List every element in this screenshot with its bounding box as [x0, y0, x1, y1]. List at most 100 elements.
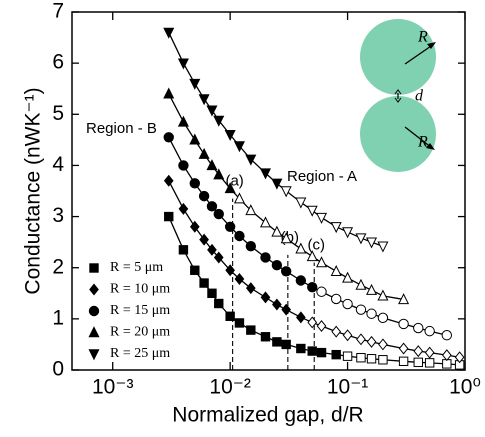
- marker: [234, 230, 245, 242]
- marker: [245, 204, 257, 216]
- marker: [259, 216, 272, 228]
- marker: [164, 211, 174, 222]
- marker: [207, 243, 217, 256]
- marker: [280, 232, 292, 244]
- marker: [330, 293, 342, 305]
- legend-label: R = 15 μm: [110, 303, 170, 318]
- marker: [377, 241, 389, 253]
- series: [163, 27, 389, 253]
- marker: [224, 130, 236, 142]
- marker: [280, 266, 292, 277]
- marker: [295, 197, 307, 209]
- marker: [413, 345, 424, 358]
- marker: [213, 208, 224, 220]
- x-tick-label: 10⁰: [449, 376, 481, 399]
- marker: [233, 192, 245, 204]
- y-tick-label: 1: [52, 306, 64, 329]
- marker: [271, 259, 283, 271]
- marker: [342, 329, 353, 342]
- y-tick-label: 6: [52, 51, 64, 74]
- series: [163, 87, 410, 305]
- fit-line: [168, 32, 384, 247]
- marker: [366, 283, 378, 295]
- marker: [234, 272, 245, 285]
- marker: [316, 320, 327, 333]
- marker: [355, 233, 367, 245]
- plot-frame: [71, 11, 466, 371]
- marker: [224, 182, 236, 194]
- marker: [441, 349, 452, 362]
- marker: [281, 303, 292, 316]
- marker: [178, 202, 189, 215]
- x-tick-label: 10⁻¹: [327, 376, 368, 399]
- marker: [342, 271, 354, 283]
- marker: [190, 265, 200, 275]
- marker: [296, 311, 306, 324]
- series: [163, 132, 453, 341]
- y-tick-label: 0: [52, 358, 64, 381]
- marker: [307, 316, 318, 329]
- marker: [234, 318, 245, 328]
- marker: [366, 354, 377, 364]
- marker: [189, 178, 200, 189]
- marker: [177, 58, 189, 70]
- x-axis-title: Normalized gap, d/R: [172, 404, 363, 427]
- legend-label: R = 10 μm: [110, 282, 170, 297]
- marker: [424, 325, 435, 337]
- y-tick-label: 4: [52, 153, 64, 176]
- marker: [330, 222, 342, 234]
- marker: [330, 264, 342, 276]
- marker: [366, 308, 377, 319]
- marker: [331, 325, 342, 338]
- marker: [331, 349, 341, 360]
- marker: [178, 245, 189, 255]
- marker: [198, 190, 210, 202]
- series: [163, 174, 465, 364]
- marker: [214, 298, 224, 309]
- marker: [342, 351, 353, 361]
- marker: [225, 311, 235, 322]
- marker: [178, 160, 189, 171]
- legend-label: R = 20 μm: [110, 325, 170, 340]
- marker: [295, 275, 307, 286]
- marker: [225, 264, 235, 277]
- marker: [398, 318, 409, 330]
- inset-arrowhead: [426, 143, 435, 150]
- marker: [271, 178, 283, 190]
- inset-arrowhead: [427, 42, 436, 49]
- marker: [213, 115, 225, 127]
- marker: [441, 330, 453, 341]
- marker: [189, 78, 201, 90]
- marker: [272, 298, 282, 311]
- marker: [259, 168, 272, 180]
- y-tick-label: 5: [52, 102, 64, 125]
- marker: [189, 220, 200, 233]
- marker: [260, 291, 271, 304]
- marker: [413, 322, 424, 334]
- marker: [206, 159, 218, 171]
- inset-label: d: [415, 88, 424, 105]
- marker: [245, 282, 256, 295]
- marker: [398, 342, 409, 355]
- region-label: Region - A: [287, 168, 357, 185]
- marker: [378, 338, 388, 351]
- reference-label: (b): [281, 229, 299, 246]
- y-tick-label: 2: [52, 255, 64, 278]
- marker: [307, 346, 317, 356]
- inset-label: R: [417, 134, 428, 151]
- inset: R d R: [360, 19, 436, 172]
- marker: [306, 205, 318, 217]
- marker: [245, 241, 257, 252]
- series: [164, 211, 465, 370]
- marker: [245, 154, 257, 166]
- marker: [213, 168, 225, 180]
- marker: [272, 337, 282, 347]
- marker: [307, 281, 318, 293]
- legend-marker: [88, 305, 100, 317]
- marker: [199, 278, 209, 288]
- x-tick-label: 10⁻²: [209, 376, 250, 399]
- marker: [377, 312, 389, 324]
- x-tick-label: 10⁻³: [92, 376, 133, 399]
- legend-marker: [88, 326, 100, 338]
